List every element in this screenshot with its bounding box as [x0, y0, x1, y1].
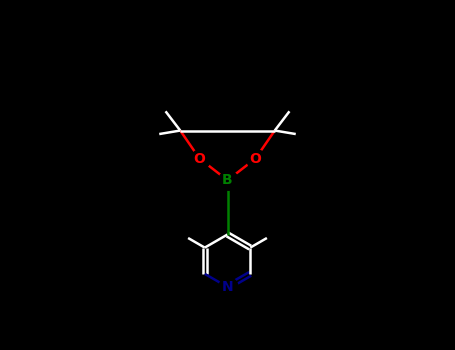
Text: B: B — [222, 173, 233, 187]
Text: O: O — [249, 152, 262, 166]
Text: O: O — [193, 152, 206, 166]
Text: N: N — [222, 280, 233, 294]
